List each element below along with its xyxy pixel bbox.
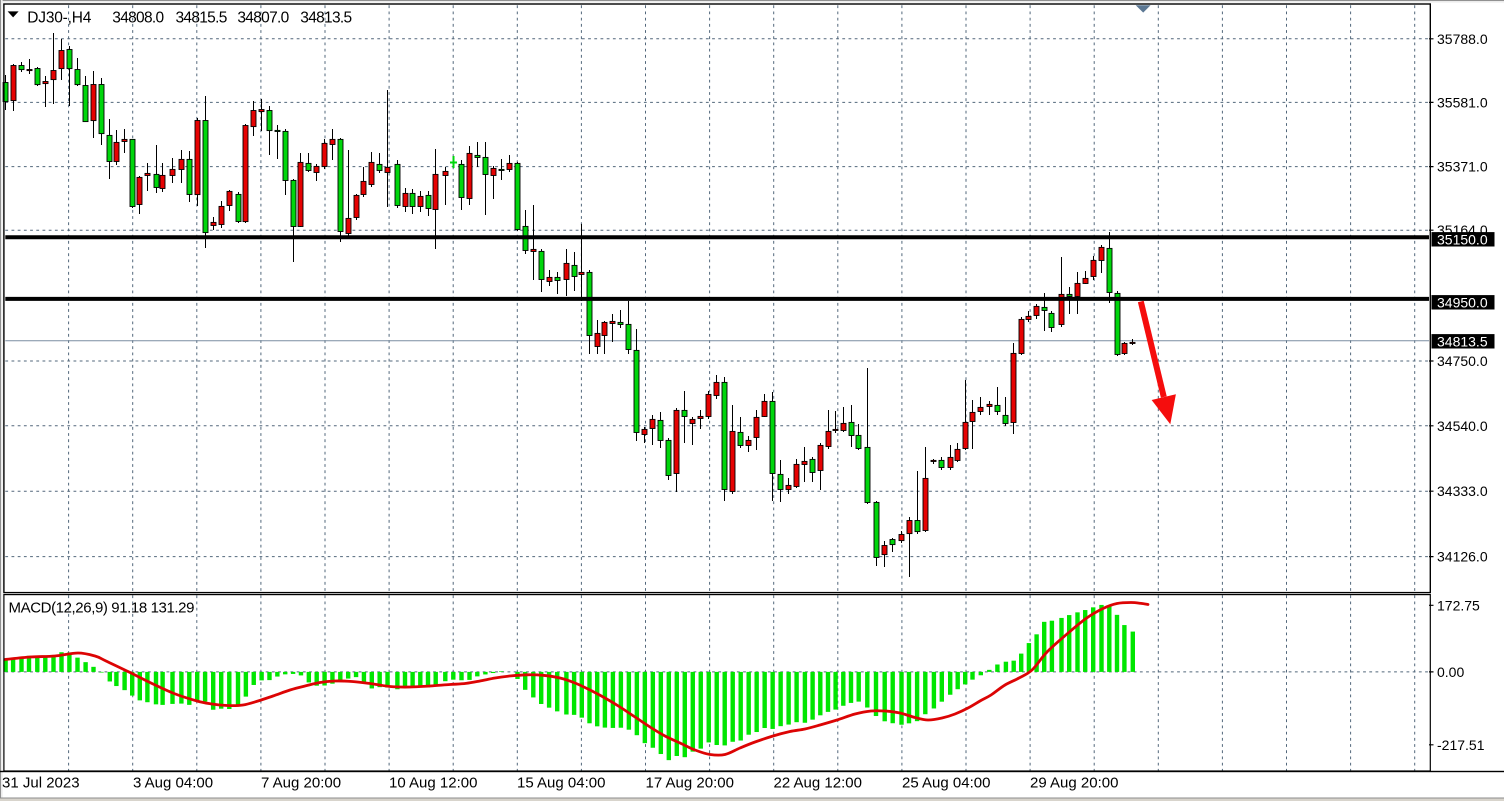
svg-text:15 Aug 04:00: 15 Aug 04:00 xyxy=(517,775,605,792)
svg-text:29 Aug 20:00: 29 Aug 20:00 xyxy=(1030,775,1118,792)
svg-text:0.00: 0.00 xyxy=(1437,664,1464,680)
svg-text:7 Aug 20:00: 7 Aug 20:00 xyxy=(261,775,341,792)
svg-text:34807.0: 34807.0 xyxy=(237,9,289,26)
svg-text:22 Aug 12:00: 22 Aug 12:00 xyxy=(774,775,862,792)
svg-text:35788.0: 35788.0 xyxy=(1437,31,1488,47)
svg-text:DJ30-,H4: DJ30-,H4 xyxy=(27,9,91,26)
svg-text:34815.5: 34815.5 xyxy=(176,9,227,26)
svg-text:34813.5: 34813.5 xyxy=(1437,333,1488,349)
svg-text:34540.0: 34540.0 xyxy=(1437,418,1488,434)
svg-text:172.75: 172.75 xyxy=(1437,597,1480,613)
svg-text:34950.0: 34950.0 xyxy=(1437,294,1488,310)
svg-text:35581.0: 35581.0 xyxy=(1437,94,1488,110)
svg-text:31 Jul 2023: 31 Jul 2023 xyxy=(2,775,80,792)
svg-text:35150.0: 35150.0 xyxy=(1437,231,1488,247)
svg-text:34126.0: 34126.0 xyxy=(1437,549,1488,565)
svg-text:34808.0: 34808.0 xyxy=(112,9,164,26)
svg-text:35371.0: 35371.0 xyxy=(1437,159,1488,175)
svg-text:3 Aug 04:00: 3 Aug 04:00 xyxy=(133,775,213,792)
svg-text:-217.51: -217.51 xyxy=(1437,737,1485,753)
svg-text:34813.5: 34813.5 xyxy=(300,9,351,26)
svg-text:34333.0: 34333.0 xyxy=(1437,483,1488,499)
svg-text:34750.0: 34750.0 xyxy=(1437,353,1488,369)
svg-text:25 Aug 04:00: 25 Aug 04:00 xyxy=(902,775,990,792)
svg-text:10 Aug 12:00: 10 Aug 12:00 xyxy=(389,775,477,792)
svg-text:MACD(12,26,9) 91.18 131.29: MACD(12,26,9) 91.18 131.29 xyxy=(9,599,195,616)
svg-text:17 Aug 20:00: 17 Aug 20:00 xyxy=(646,775,734,792)
